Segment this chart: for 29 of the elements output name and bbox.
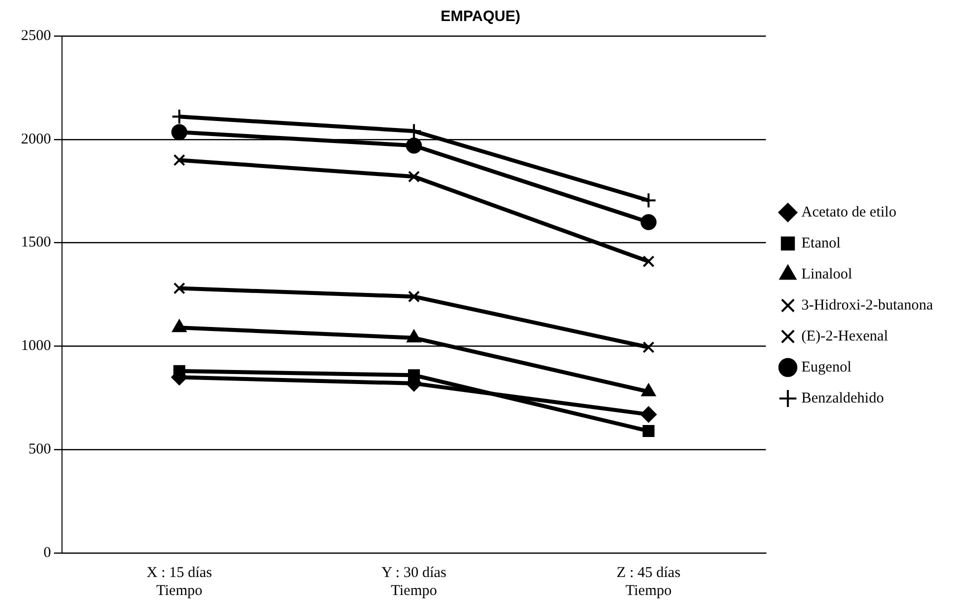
legend-label: Acetato de etilo (801, 204, 896, 220)
y-tick-label: 2000 (21, 131, 51, 148)
legend-label: Etanol (801, 235, 841, 252)
y-tick-label: 1500 (21, 234, 51, 251)
point (171, 124, 188, 140)
y-tick-label: 0 (44, 544, 51, 561)
x-tick-label: X : 15 días Tiempo (146, 564, 212, 599)
point (642, 341, 655, 354)
legend-label: Eugenol (801, 359, 852, 376)
point (173, 154, 186, 166)
point (640, 192, 657, 208)
x-tick-label: Z : 45 días Tiempo (616, 564, 681, 599)
legend-label: Linalool (801, 266, 852, 282)
y-tick-label: 2500 (21, 28, 51, 44)
legend-label: Benzaldehido (801, 390, 884, 406)
y-tick-label: 1000 (21, 338, 51, 354)
legend-label: (E)-2-Hexenal (801, 328, 888, 344)
point (642, 425, 655, 437)
point (173, 282, 186, 294)
point (406, 138, 422, 154)
legend-label: 3-Hidroxi-2-butanona (801, 297, 934, 314)
point (640, 214, 657, 230)
point (408, 290, 420, 303)
point (642, 255, 655, 268)
x-tick-label: Y : 30 días Tiempo (382, 564, 447, 599)
y-tick-label: 500 (28, 442, 51, 458)
point (640, 406, 657, 422)
point (408, 170, 420, 183)
chart-title: EMPAQUE) (440, 8, 520, 26)
